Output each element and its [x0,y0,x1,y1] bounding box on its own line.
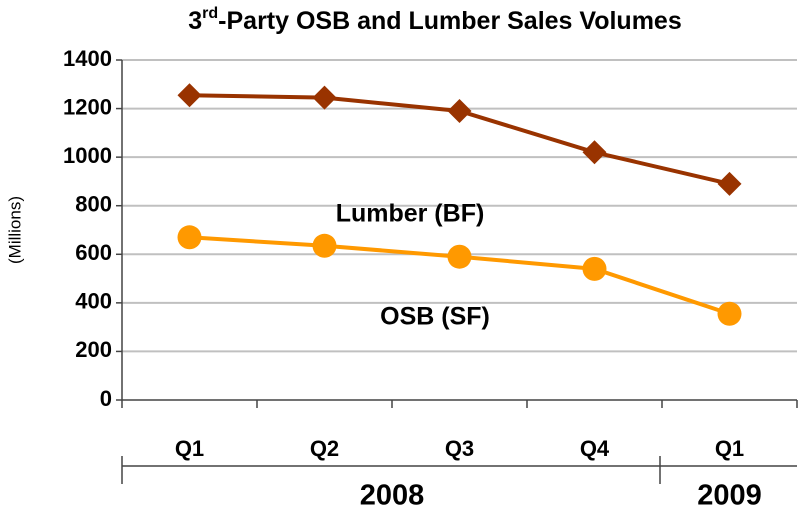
y-tick-label: 0 [100,386,112,411]
marker [312,85,337,110]
y-tick-label: 1000 [63,143,112,168]
chart-title: 3rd-Party OSB and Lumber Sales Volumes [188,5,681,34]
x-tick-label: Q4 [580,436,610,461]
y-tick-label: 800 [75,192,112,217]
group-label: 2009 [697,480,762,512]
marker [717,171,742,196]
y-tick-label: 400 [75,289,112,314]
legend-label: OSB (SF) [380,303,490,331]
x-tick-label: Q3 [445,436,474,461]
marker [582,140,607,165]
marker [177,83,202,108]
x-tick-label: Q2 [310,436,339,461]
marker [582,256,607,281]
marker [447,244,472,269]
group-label: 2008 [360,480,425,512]
title-part: -Party OSB and Lumber Sales Volumes [218,7,682,35]
title-part: 3 [188,7,202,35]
y-tick-label: 600 [75,240,112,265]
y-tick-label: 200 [75,337,112,362]
legend-label: Lumber (BF) [336,200,485,228]
marker [177,225,202,250]
y-tick-label: 1400 [63,46,112,71]
y-tick-label: 1200 [63,94,112,119]
x-tick-label: Q1 [715,436,744,461]
title-superscript: rd [202,5,218,22]
marker [717,301,742,326]
marker [312,233,337,258]
x-tick-label: Q1 [175,436,204,461]
marker [447,99,472,123]
y-axis-label: (Millions) [5,196,24,264]
